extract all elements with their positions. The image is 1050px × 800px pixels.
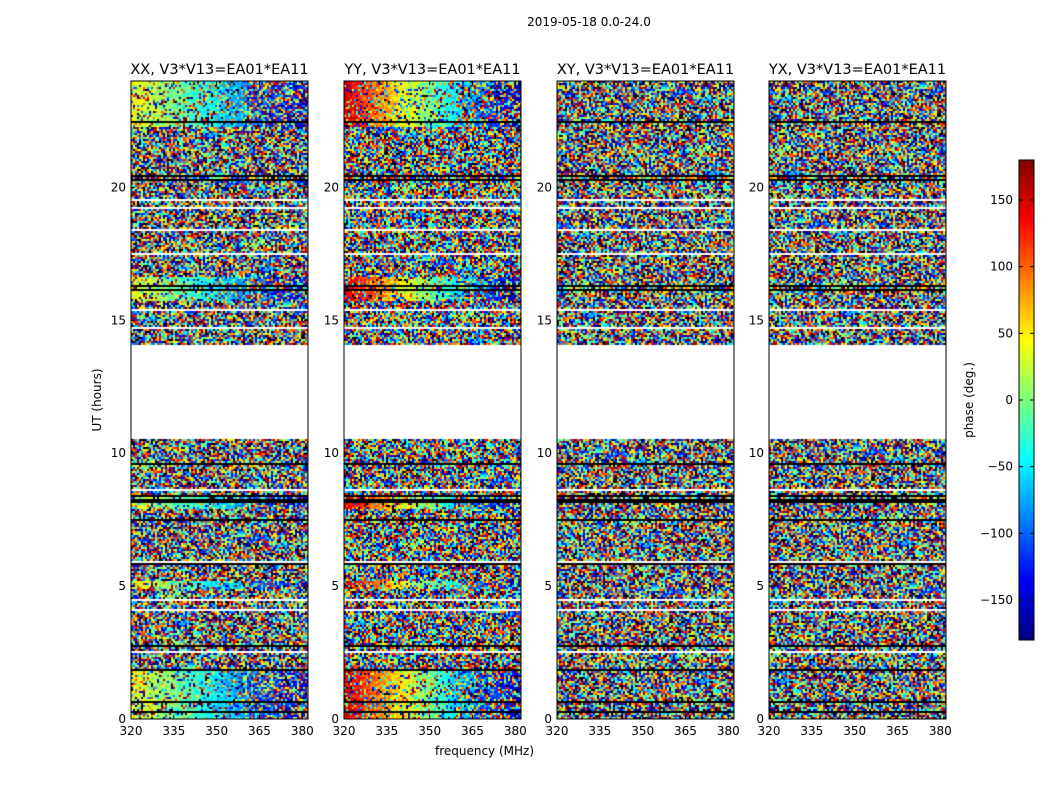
x-tick-label: 380 [504,724,527,738]
y-tick-label: 10 [749,446,764,460]
x-tick-label: 350 [418,724,441,738]
colorbar-tick-label: 150 [990,193,1013,207]
x-tick-label: 335 [800,724,823,738]
y-tick-label: 0 [544,712,552,726]
panel-4: YX, V3*V13=EA01*EA11 320 335 350 365 380 0 5 10 1… [749,62,952,738]
x-tick-label: 320 [120,724,143,738]
colorbar-label: phase (deg.) [962,362,976,438]
y-tick-label: 20 [749,180,764,194]
colorbar-tick-label: −50 [988,460,1013,474]
x-tick-label: 365 [886,724,909,738]
x-tick-label: 365 [674,724,697,738]
x-tick-label: 365 [461,724,484,738]
x-tick-label: 365 [248,724,271,738]
panel-title: XY, V3*V13=EA01*EA11 [557,62,734,78]
colorbar-tick-label: −150 [980,593,1013,607]
y-tick-label: 10 [537,446,552,460]
x-tick-label: 335 [588,724,611,738]
colorbar-tick-label: 100 [990,260,1013,274]
y-tick-label: 5 [544,579,552,593]
panel-title: YY, V3*V13=EA01*EA11 [343,62,520,78]
x-tick-label: 350 [843,724,866,738]
panels: XX, V3*V13=EA01*EA11 320 335 350 365 380 0 5 10 1… [90,62,952,758]
x-tick-label: 320 [758,724,781,738]
panel-3: XY, V3*V13=EA01*EA11 320 335 350 365 380 0 5 10 1… [537,62,740,738]
heatmap-image [344,81,521,719]
axes-frame [556,80,735,720]
x-tick-label: 320 [333,724,356,738]
y-tick-label: 5 [331,579,339,593]
axes-frame [130,80,309,720]
x-tick-label: 350 [205,724,228,738]
panel-2: YY, V3*V13=EA01*EA11 320 335 350 365 380 0 5 10 1… [324,62,534,758]
y-tick-label: 20 [537,180,552,194]
x-tick-label: 380 [717,724,740,738]
heatmap-image [557,81,734,719]
heatmap-image [131,81,308,719]
colorbar-tick-label: 50 [998,326,1013,340]
y-tick-label: 15 [537,313,552,327]
figure-suptitle: 2019-05-18 0.0-24.0 [527,15,651,29]
colorbar-tick-label: −100 [980,526,1013,540]
colorbar-tick-label: 0 [1005,393,1013,407]
x-tick-label: 335 [162,724,185,738]
x-tick-label: 380 [291,724,314,738]
y-tick-label: 15 [749,313,764,327]
y-axis-label: UT (hours) [90,368,104,431]
x-axis-label: frequency (MHz) [435,744,534,758]
y-tick-label: 20 [324,180,339,194]
x-tick-label: 320 [546,724,569,738]
panel-title: XX, V3*V13=EA01*EA11 [130,62,308,78]
heatmap-image [769,81,946,719]
panel-title: YX, V3*V13=EA01*EA11 [768,62,946,78]
x-tick-label: 335 [375,724,398,738]
x-tick-label: 380 [929,724,952,738]
y-tick-label: 0 [331,712,339,726]
colorbar: 150 100 50 0 −50 −100 −150 phase (deg.) [962,159,1035,641]
panel-1: XX, V3*V13=EA01*EA11 320 335 350 365 380 0 5 10 1… [90,62,314,738]
y-tick-label: 15 [324,313,339,327]
y-tick-label: 15 [111,313,126,327]
axes-frame [343,80,522,720]
y-tick-label: 5 [118,579,126,593]
y-tick-label: 20 [111,180,126,194]
y-tick-label: 10 [324,446,339,460]
colorbar-gradient [1019,160,1034,640]
y-tick-label: 5 [756,579,764,593]
x-tick-label: 350 [631,724,654,738]
y-tick-label: 0 [756,712,764,726]
y-tick-label: 0 [118,712,126,726]
axes-frame [768,80,947,720]
y-tick-label: 10 [111,446,126,460]
